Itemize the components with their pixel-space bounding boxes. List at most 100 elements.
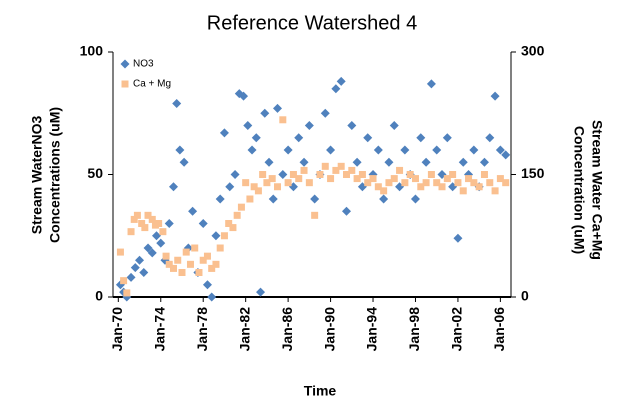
point xyxy=(373,145,383,155)
point xyxy=(133,211,141,219)
x-tick-label: Jan-98 xyxy=(406,307,422,352)
point xyxy=(123,289,131,297)
point xyxy=(162,252,170,260)
y-tick-label: 100 xyxy=(80,43,104,59)
point xyxy=(454,179,462,187)
point xyxy=(268,175,276,183)
point xyxy=(148,215,156,223)
point xyxy=(215,194,225,204)
point xyxy=(202,280,212,290)
point xyxy=(501,150,511,160)
point xyxy=(410,194,420,204)
point xyxy=(127,228,135,236)
point xyxy=(130,215,138,223)
point xyxy=(143,243,153,253)
point xyxy=(172,98,182,108)
point xyxy=(341,206,351,216)
point xyxy=(175,145,185,155)
x-tick-label: Jan-82 xyxy=(236,307,252,352)
point xyxy=(135,255,145,265)
legend-marker xyxy=(121,80,129,88)
point xyxy=(337,162,345,170)
point xyxy=(332,166,340,174)
chart-title: Reference Watershed 4 xyxy=(207,12,417,34)
point xyxy=(203,252,211,260)
point xyxy=(207,292,217,302)
point xyxy=(400,145,410,155)
x-tick-label: Jan-94 xyxy=(364,307,380,352)
point xyxy=(130,263,140,273)
point xyxy=(433,179,441,187)
point xyxy=(159,228,167,236)
point xyxy=(326,145,336,155)
point xyxy=(470,179,478,187)
point xyxy=(278,170,288,179)
point xyxy=(411,175,419,183)
point xyxy=(427,171,435,178)
point xyxy=(311,211,319,219)
point xyxy=(284,179,292,187)
y2-tick-label: 150 xyxy=(521,165,545,181)
point xyxy=(486,179,494,187)
point xyxy=(416,133,426,143)
point xyxy=(294,133,304,143)
point xyxy=(432,145,442,155)
x-tick-label: Jan-78 xyxy=(194,307,210,352)
point xyxy=(485,133,495,143)
point xyxy=(256,287,266,297)
point xyxy=(178,269,186,276)
point xyxy=(421,157,431,167)
point xyxy=(305,179,313,187)
legend-label: NO3 xyxy=(133,59,154,70)
point xyxy=(141,224,149,232)
point xyxy=(438,183,446,191)
point xyxy=(490,91,500,101)
point xyxy=(233,211,241,219)
point xyxy=(239,91,249,101)
point xyxy=(188,206,198,216)
point xyxy=(182,248,190,256)
point xyxy=(138,220,146,227)
point xyxy=(169,264,177,272)
point xyxy=(260,108,270,118)
point xyxy=(237,203,245,211)
legend-marker xyxy=(120,59,130,69)
point xyxy=(242,179,250,187)
point xyxy=(259,171,267,178)
point xyxy=(310,194,320,204)
point xyxy=(369,175,377,183)
point xyxy=(390,175,398,183)
point xyxy=(327,175,335,183)
point xyxy=(120,277,128,285)
point xyxy=(254,187,262,195)
point xyxy=(469,145,479,155)
y2-axis-label: Stream Water Ca+Mg xyxy=(589,120,605,260)
y2-tick-label: 0 xyxy=(521,288,529,304)
point xyxy=(144,211,152,219)
x-axis-label: Time xyxy=(304,383,337,399)
point xyxy=(304,121,314,130)
point xyxy=(179,157,189,167)
x-tick-label: Jan-74 xyxy=(151,307,167,352)
point xyxy=(274,183,282,191)
point xyxy=(459,187,467,195)
point xyxy=(155,220,163,227)
point xyxy=(458,157,468,167)
x-tick-label: Jan-90 xyxy=(321,307,337,352)
point xyxy=(385,179,393,187)
point xyxy=(250,183,258,191)
point xyxy=(502,179,510,187)
point xyxy=(152,231,162,241)
point xyxy=(273,103,283,113)
point xyxy=(156,238,166,248)
point xyxy=(479,157,489,167)
x-tick-label: Jan-06 xyxy=(491,307,507,352)
y2-axis-label: Concentration (uM) xyxy=(571,126,587,254)
point xyxy=(139,268,149,277)
point xyxy=(264,157,274,167)
point xyxy=(496,175,504,183)
point xyxy=(147,248,157,258)
point xyxy=(396,166,404,174)
point xyxy=(422,179,430,187)
